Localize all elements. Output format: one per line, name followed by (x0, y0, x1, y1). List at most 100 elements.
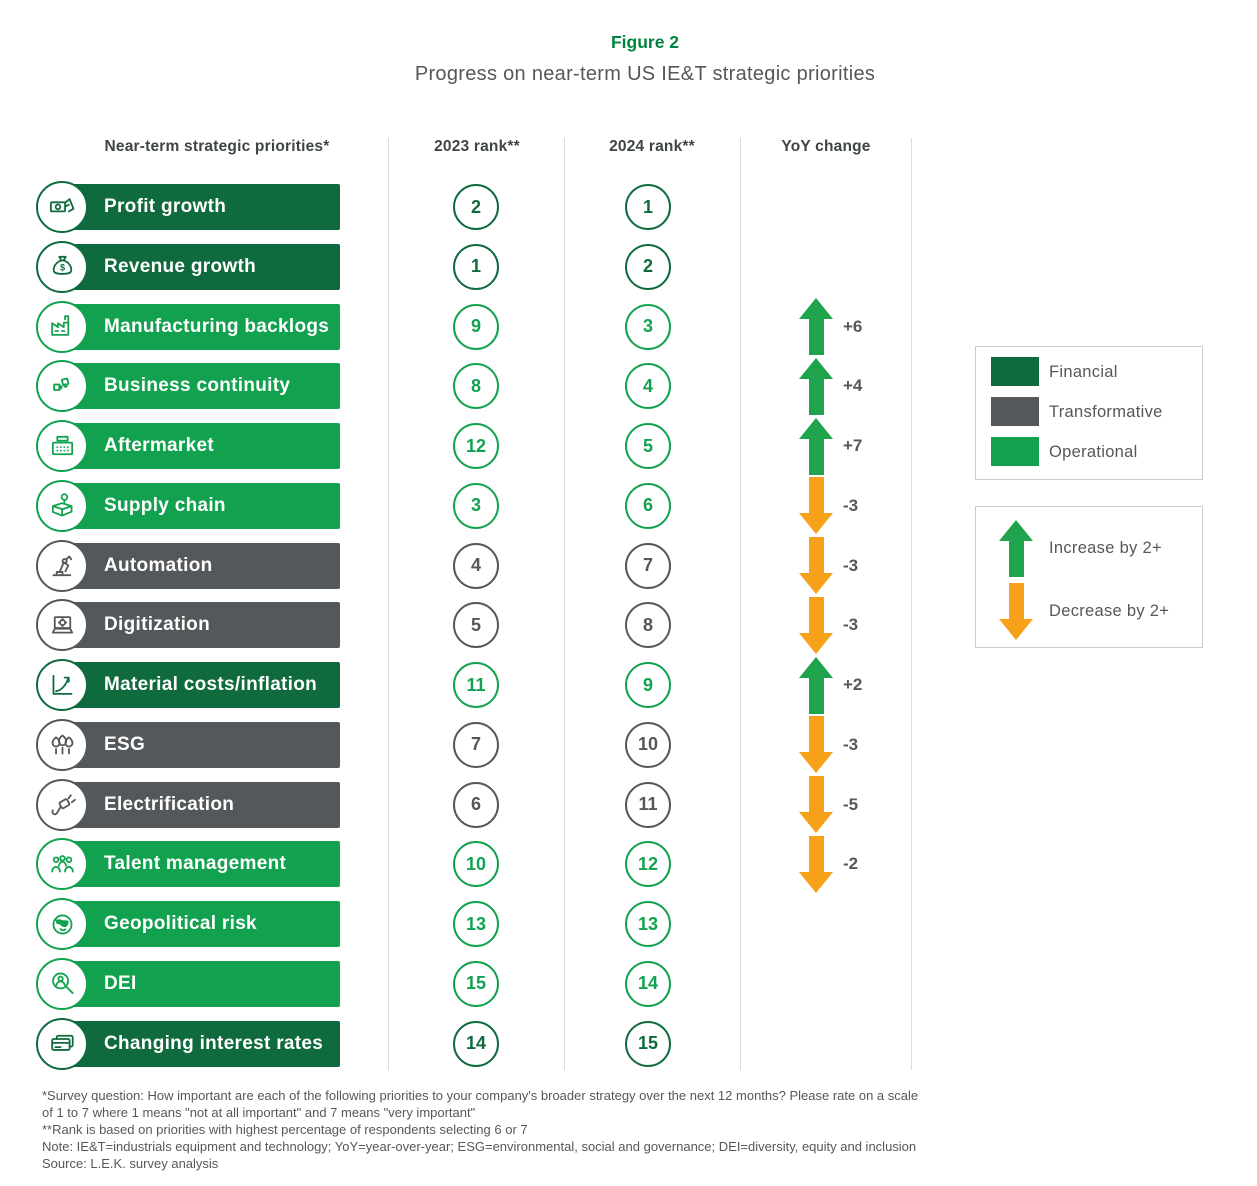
yoy-down-arrow-icon (799, 537, 833, 594)
cash-register-icon (36, 420, 88, 472)
legend-label-increase: Increase by 2+ (1049, 539, 1162, 557)
yoy-change-value: -3 (843, 555, 859, 575)
priority-bar: Profit growth (58, 184, 340, 230)
priority-label: Supply chain (104, 494, 226, 516)
priority-bar: Aftermarket (58, 423, 340, 469)
money-bills-icon (36, 181, 88, 233)
yoy-change-value: -3 (843, 615, 859, 635)
legend-swatch-transformative (991, 397, 1039, 426)
rank-2023-circle: 6 (453, 781, 499, 828)
magnifier-person-icon (36, 957, 88, 1010)
rank-2023-circle: 10 (453, 841, 499, 888)
laptop-gear-icon (36, 599, 88, 652)
priority-label: Electrification (104, 793, 235, 815)
rank-2024-circle: 5 (625, 423, 671, 469)
yoy-change-value: +4 (843, 376, 863, 396)
yoy-change-value: +2 (843, 675, 863, 694)
rank-2024-circle: 12 (625, 841, 671, 888)
yoy-down-arrow-icon (799, 596, 833, 654)
rank-2023-circle: 2 (453, 184, 499, 230)
priority-label: Business continuity (104, 375, 291, 397)
factory-icon (36, 300, 88, 353)
legend-swatch-operational (991, 437, 1039, 466)
trees-icon (36, 718, 88, 771)
legend-label-transformative: Transformative (1049, 403, 1163, 421)
plug-icon (36, 778, 88, 831)
footnote-abbreviations: Note: IE&T=industrials equipment and tec… (42, 1139, 917, 1154)
rank-2023-circle: 4 (453, 542, 499, 589)
rank-2023-circle: 8 (453, 363, 499, 410)
footnote-survey-question-1: *Survey question: How important are each… (42, 1088, 919, 1103)
footnote-source: Source: L.E.K. survey analysis (42, 1156, 219, 1171)
rank-2023-circle: 3 (453, 482, 499, 529)
priority-bar: Material costs/inflation (58, 662, 340, 708)
increase-arrow-icon (999, 520, 1033, 577)
globe-icon (36, 898, 88, 950)
column-divider (911, 138, 912, 1070)
yoy-down-arrow-icon (799, 835, 833, 893)
column-divider (564, 138, 565, 1070)
figure-label: Figure 2 (610, 32, 680, 52)
priority-label: Changing interest rates (104, 1032, 324, 1054)
legend-swatch-financial (991, 357, 1039, 386)
priority-label: Revenue growth (104, 255, 256, 277)
priority-label: Aftermarket (104, 435, 214, 456)
category-legend: Financial Transformative Operational (975, 346, 1203, 480)
priority-bar: DEI (58, 960, 340, 1007)
rank-2024-circle: 11 (625, 781, 671, 828)
puzzle-icon (36, 360, 88, 413)
yoy-up-arrow-icon (799, 417, 833, 475)
priority-bar: Business continuity (58, 363, 340, 410)
priority-label: DEI (104, 972, 137, 994)
footnote-survey-question-2: of 1 to 7 where 1 means "not at all impo… (42, 1105, 476, 1120)
priority-label: Talent management (104, 853, 287, 875)
priority-label: Profit growth (104, 196, 227, 217)
priority-label: Automation (104, 554, 213, 576)
priority-bar: Revenue growth (58, 243, 340, 290)
priority-bar: Manufacturing backlogs (58, 303, 340, 350)
yoy-down-arrow-icon (799, 776, 833, 833)
priority-bar: Supply chain (58, 482, 340, 529)
priority-label: Manufacturing backlogs (104, 315, 330, 337)
footnotes: *Survey question: How important are each… (42, 1087, 1222, 1172)
rank-2024-circle: 14 (625, 960, 671, 1007)
rank-2024-circle: 2 (625, 243, 671, 290)
yoy-down-arrow-icon (799, 716, 833, 774)
priority-bar: Talent management (58, 841, 340, 888)
priority-label: ESG (104, 733, 146, 755)
priority-label: Geopolitical risk (104, 913, 257, 934)
rank-2024-circle: 7 (625, 542, 671, 589)
column-header-2024-rank: 2024 rank** (609, 138, 695, 155)
rank-2023-circle: 12 (453, 423, 499, 469)
chart-curve-icon (36, 659, 88, 711)
rank-2024-circle: 15 (625, 1020, 671, 1067)
robot-arm-icon (36, 539, 88, 592)
money-bag-icon: $ (36, 240, 88, 293)
change-legend: Increase by 2+ Decrease by 2+ (975, 506, 1203, 648)
figure-title: Progress on near-term US IE&T strategic … (414, 63, 876, 85)
priority-bar: Electrification (58, 781, 340, 828)
rank-2023-circle: 1 (453, 243, 499, 290)
column-header-yoy-change: YoY change (781, 138, 871, 155)
rank-2024-circle: 1 (625, 184, 671, 230)
priority-bar: Automation (58, 542, 340, 589)
yoy-up-arrow-icon (799, 656, 833, 714)
rank-2024-circle: 6 (625, 482, 671, 529)
priority-bar: Geopolitical risk (58, 901, 340, 947)
rank-2023-circle: 13 (453, 901, 499, 947)
yoy-change-value: +7 (843, 436, 863, 455)
rank-2023-circle: 7 (453, 721, 499, 768)
rank-2023-circle: 5 (453, 602, 499, 649)
rank-2024-circle: 10 (625, 721, 671, 768)
rank-2024-circle: 13 (625, 901, 671, 947)
rank-2023-circle: 9 (453, 303, 499, 350)
priority-bar: Changing interest rates (58, 1020, 340, 1067)
legend-label-financial: Financial (1049, 363, 1118, 381)
rank-2024-circle: 4 (625, 363, 671, 410)
yoy-change-value: -2 (843, 854, 859, 874)
priority-label: Digitization (104, 614, 210, 636)
yoy-change-value: +6 (843, 316, 863, 336)
credit-cards-icon (36, 1017, 88, 1070)
yoy-change-value: -5 (843, 794, 859, 814)
column-divider (388, 138, 389, 1070)
